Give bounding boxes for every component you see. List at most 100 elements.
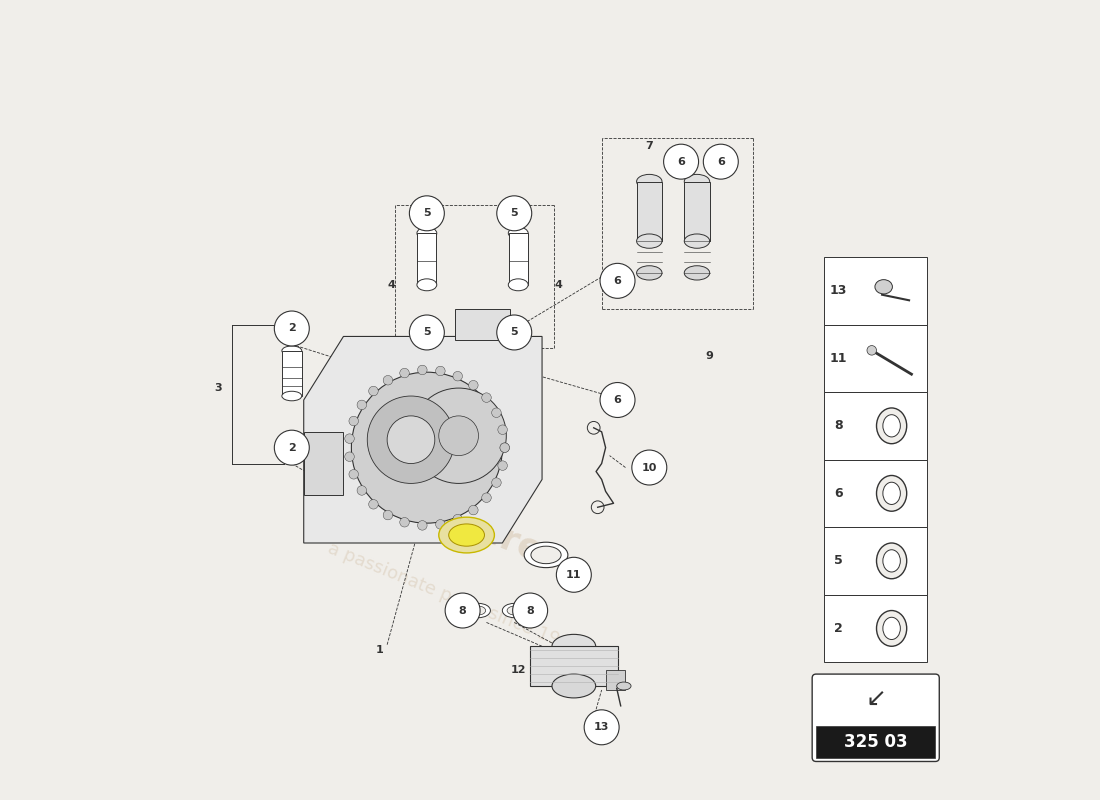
Circle shape — [349, 416, 359, 426]
Ellipse shape — [684, 234, 710, 248]
Circle shape — [344, 434, 354, 443]
Text: 5: 5 — [510, 327, 518, 338]
Bar — [304, 432, 343, 495]
Ellipse shape — [449, 524, 484, 546]
Text: 6: 6 — [717, 157, 725, 166]
Bar — [824, 325, 927, 392]
Ellipse shape — [466, 603, 491, 618]
Text: 1: 1 — [375, 646, 383, 655]
Circle shape — [368, 386, 378, 396]
Ellipse shape — [877, 475, 906, 511]
Ellipse shape — [439, 517, 494, 553]
Circle shape — [358, 486, 366, 495]
Text: 325 03: 325 03 — [844, 733, 908, 750]
Ellipse shape — [637, 234, 662, 248]
Circle shape — [409, 315, 444, 350]
Bar — [824, 392, 927, 459]
Circle shape — [368, 499, 378, 509]
Polygon shape — [304, 337, 542, 543]
Circle shape — [383, 510, 393, 520]
Circle shape — [498, 425, 507, 434]
Ellipse shape — [282, 391, 301, 401]
Text: 3: 3 — [214, 383, 222, 393]
Circle shape — [499, 443, 509, 453]
Circle shape — [274, 430, 309, 465]
Ellipse shape — [417, 279, 437, 290]
Circle shape — [469, 506, 478, 515]
Circle shape — [436, 366, 446, 376]
Circle shape — [418, 521, 427, 530]
Circle shape — [387, 416, 434, 463]
Circle shape — [436, 519, 446, 529]
Circle shape — [482, 493, 492, 502]
Bar — [824, 594, 927, 662]
Text: 8: 8 — [526, 606, 534, 615]
Text: 6: 6 — [614, 276, 622, 286]
Circle shape — [469, 381, 478, 390]
Circle shape — [367, 396, 454, 483]
Text: 11: 11 — [829, 352, 847, 365]
Bar — [824, 527, 927, 594]
Ellipse shape — [883, 414, 900, 437]
Text: 6: 6 — [678, 157, 685, 166]
Text: 2: 2 — [288, 442, 296, 453]
Circle shape — [482, 393, 492, 402]
Circle shape — [513, 593, 548, 628]
Ellipse shape — [883, 482, 900, 505]
Text: 11: 11 — [566, 570, 582, 580]
Circle shape — [497, 196, 531, 230]
Circle shape — [492, 478, 502, 487]
Text: 4: 4 — [387, 280, 395, 290]
Bar — [606, 670, 626, 690]
Ellipse shape — [684, 266, 710, 280]
Ellipse shape — [874, 280, 892, 294]
Circle shape — [274, 311, 309, 346]
Circle shape — [399, 368, 409, 378]
Ellipse shape — [637, 174, 662, 189]
Ellipse shape — [617, 682, 631, 690]
Circle shape — [446, 593, 480, 628]
Circle shape — [439, 416, 478, 456]
Bar — [637, 182, 662, 241]
Ellipse shape — [552, 674, 596, 698]
Text: a passionate parts since 1985: a passionate parts since 1985 — [326, 539, 584, 658]
Circle shape — [344, 452, 354, 462]
Text: 7: 7 — [646, 141, 653, 150]
Ellipse shape — [552, 634, 596, 658]
Circle shape — [867, 346, 877, 355]
Ellipse shape — [877, 610, 906, 646]
Circle shape — [663, 144, 698, 179]
Text: 5: 5 — [424, 208, 431, 218]
Circle shape — [351, 372, 503, 523]
Bar — [530, 646, 617, 686]
Ellipse shape — [883, 618, 900, 639]
Ellipse shape — [417, 227, 437, 239]
Circle shape — [399, 518, 409, 527]
Bar — [824, 459, 927, 527]
Ellipse shape — [472, 606, 486, 615]
Circle shape — [453, 371, 462, 381]
Circle shape — [453, 514, 462, 524]
Text: 8: 8 — [834, 419, 843, 432]
Circle shape — [703, 144, 738, 179]
Circle shape — [383, 375, 393, 385]
Bar — [282, 350, 301, 396]
Circle shape — [631, 450, 667, 485]
Text: 5: 5 — [834, 554, 843, 567]
Circle shape — [601, 263, 635, 298]
Text: 5: 5 — [510, 208, 518, 218]
Circle shape — [418, 365, 427, 374]
Ellipse shape — [508, 279, 528, 290]
Ellipse shape — [503, 603, 526, 618]
Circle shape — [601, 382, 635, 418]
Ellipse shape — [684, 174, 710, 189]
Circle shape — [492, 408, 502, 418]
Bar — [684, 182, 710, 241]
Ellipse shape — [282, 346, 301, 355]
Ellipse shape — [883, 550, 900, 572]
Text: 4: 4 — [554, 280, 562, 290]
Text: 10: 10 — [641, 462, 657, 473]
Text: 6: 6 — [834, 487, 843, 500]
Ellipse shape — [507, 606, 521, 615]
Circle shape — [497, 315, 531, 350]
